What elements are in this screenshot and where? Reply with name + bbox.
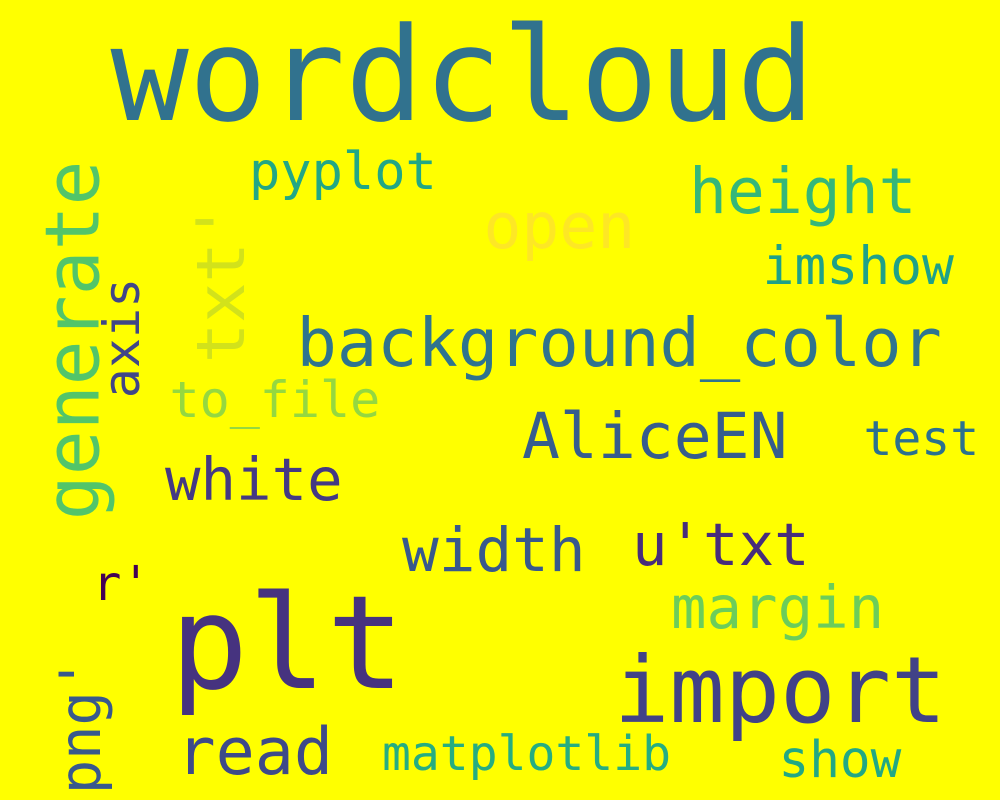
word-pyplot: pyplot [249,142,437,202]
word-plt: plt [170,567,405,719]
word-to-file: to_file [169,371,381,429]
word-imshow: imshow [762,236,954,297]
word-white: white [165,445,343,514]
word-matplotlib: matplotlib [382,726,671,782]
word-height: height [689,155,917,228]
word-u-txt: u'txt [632,510,810,579]
word-wordcloud: wordcloud [110,0,815,151]
word-png: png' [48,656,115,794]
word-margin: margin [671,573,885,642]
word-read: read [176,715,334,790]
word-test: test [863,411,980,467]
word-txt: txt' [182,201,261,364]
word-import: import [614,637,947,744]
word-width: width [402,515,586,586]
word-background-color: background_color [296,304,942,382]
word-show: show [778,731,902,790]
word-aliceen: AliceEN [522,400,788,473]
word-r: r' [92,556,151,612]
word-axis: axis [93,277,152,399]
word-open: open [483,190,636,263]
